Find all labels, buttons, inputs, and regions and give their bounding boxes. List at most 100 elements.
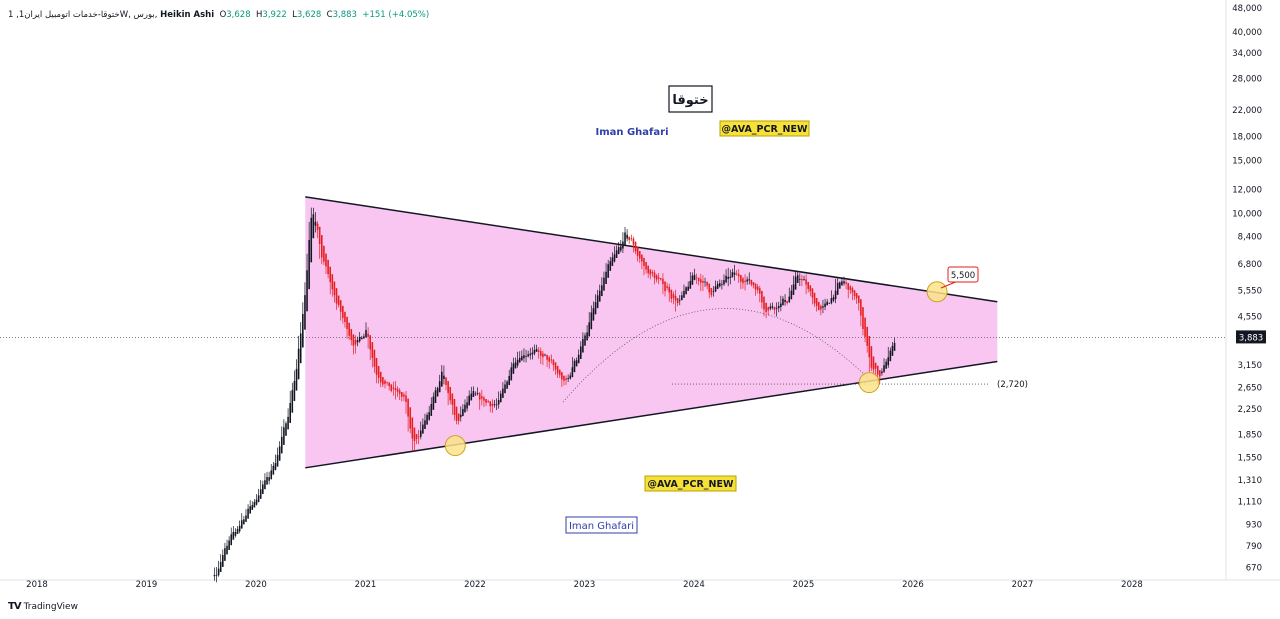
candle [262, 480, 264, 494]
candle [628, 236, 631, 244]
highlight-circle[interactable] [926, 281, 948, 303]
candle-body [632, 238, 635, 245]
candle [691, 272, 694, 285]
candle-body [855, 293, 858, 299]
candle-body [710, 287, 713, 296]
candle [323, 245, 325, 266]
candle [234, 528, 237, 538]
candle-body [624, 232, 626, 245]
candle [245, 509, 247, 522]
candle-body [434, 390, 437, 404]
candle-body [249, 506, 251, 514]
candle [481, 389, 483, 406]
author-text[interactable]: Iman Ghafari [595, 127, 668, 138]
candle [213, 567, 216, 581]
candle [331, 274, 334, 297]
candle [274, 454, 277, 471]
candle [499, 390, 502, 403]
candle-body [579, 346, 582, 359]
candle [857, 295, 860, 311]
candle [836, 276, 839, 295]
title-box[interactable] [668, 85, 713, 113]
candle [384, 379, 386, 389]
candle-body [245, 515, 247, 522]
candle-body [544, 354, 546, 356]
candle-body [676, 298, 679, 304]
symbol-name[interactable]: 1 ,ختوقا-خدمات اتومبیل ایران [8, 10, 120, 20]
highlight-circle[interactable] [444, 435, 466, 457]
candle [411, 417, 414, 451]
candle-body [893, 342, 896, 351]
triangle-pattern[interactable] [305, 196, 998, 469]
last-price-label: 3,883 [1239, 333, 1263, 343]
candle-body [377, 366, 380, 378]
candle-body [834, 290, 837, 299]
candle [681, 291, 683, 301]
candle [552, 359, 555, 371]
candle-body [375, 357, 378, 375]
tag-box[interactable] [719, 120, 810, 137]
candle [756, 284, 759, 294]
candle [786, 300, 788, 305]
candle-body [870, 346, 873, 368]
candle-body [822, 306, 824, 308]
candle-body [704, 281, 706, 283]
candle [403, 392, 405, 402]
candle-body [455, 406, 458, 421]
candle [653, 270, 656, 285]
candle [394, 381, 397, 400]
y-tick-label: 1,110 [1238, 497, 1262, 507]
candle-body [765, 302, 767, 312]
candle [742, 276, 744, 289]
candle-body [634, 241, 637, 252]
candle-body [333, 281, 336, 296]
candle [276, 447, 279, 467]
candle-body [217, 568, 220, 576]
time-axis[interactable]: 2018 2019 2020 2021 2022 2023 2024 2025 2026 2027… [26, 580, 1143, 590]
candle [561, 371, 563, 388]
candle [887, 346, 890, 368]
candle-body [596, 295, 599, 309]
candle-body [649, 269, 652, 275]
candle [885, 358, 887, 369]
candle [718, 279, 721, 288]
highlight-circle[interactable] [858, 372, 880, 394]
triangle-upper-line[interactable] [305, 196, 998, 303]
candle-body [577, 354, 580, 364]
candle-body [725, 275, 727, 283]
candle-body [542, 353, 544, 358]
candle-body [830, 298, 833, 304]
triangle-lower-line[interactable] [305, 360, 998, 469]
target-label-box[interactable] [947, 266, 979, 283]
candle-body [531, 352, 534, 355]
candle [483, 395, 485, 408]
candle-body [268, 477, 270, 481]
candle-body [283, 427, 285, 445]
candle [634, 241, 637, 255]
tag-box[interactable] [644, 475, 737, 492]
candle-body [815, 297, 818, 306]
author-box[interactable] [565, 516, 638, 534]
candle-body [533, 349, 536, 354]
candle [407, 398, 409, 432]
candle [272, 462, 275, 475]
candle [512, 357, 515, 374]
candle [459, 406, 462, 422]
candle [613, 246, 616, 263]
candle [714, 280, 717, 293]
candle-body [790, 290, 793, 300]
candle-body [643, 258, 645, 266]
price-axis[interactable]: 48,000 40,000 34,000 28,000 22,000 18,000 15,0… [1232, 4, 1262, 574]
candle-body [794, 276, 797, 290]
candle [826, 298, 828, 306]
candle-body [552, 359, 555, 366]
candle-body [828, 303, 831, 304]
candle-body [630, 238, 633, 240]
candle-body [390, 384, 393, 391]
candle [283, 419, 285, 445]
tradingview-branding[interactable]: TV TradingView [8, 601, 78, 612]
candle [636, 246, 639, 262]
y-tick-label: 1,550 [1238, 454, 1262, 464]
candle-body [750, 279, 753, 285]
